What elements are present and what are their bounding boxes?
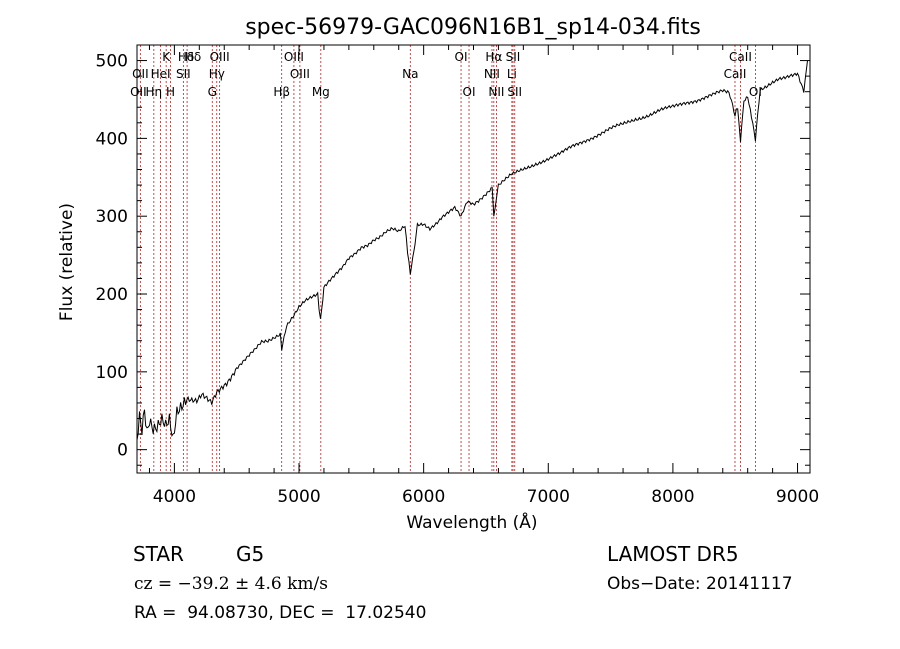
line-marker-label: Hγ [209,67,225,81]
line-marker-label: SII [507,85,522,99]
x-tick-label: 6000 [402,487,445,507]
line-marker-label: OIII [210,50,230,64]
line-marker-label: Hδ [178,50,194,64]
marker-labels: Hδ K Hδ OIII OIII OI Hα SII CaII OII HeI SII Hγ OIII N… [130,50,762,99]
subclass: G5 [236,542,265,566]
line-marker-label: SII [176,67,191,81]
object-class: STAR [133,542,184,566]
line-marker-label: H [166,85,175,99]
x-tick-label: 4000 [153,487,196,507]
y-tick-label: 500 [96,52,128,72]
y-tick-label: 400 [96,129,128,149]
x-axis: 4000 5000 6000 7000 8000 9000 [148,45,819,507]
x-tick-label: 9000 [776,487,819,507]
y-axis: 0 100 200 300 400 500 [96,44,810,466]
redshift-text: cz = −39.2 ± 4.6 km/s [134,574,328,594]
line-marker-label: NII [484,67,500,81]
line-marker-label: Hη [146,85,163,99]
line-marker-label: OI [463,85,476,99]
coordinates-text: RA = 94.08730, DEC = 17.02540 [134,603,427,623]
x-tick-label: 8000 [651,487,694,507]
line-marker-label: CaII [729,50,752,64]
y-tick-label: 300 [96,207,128,227]
line-marker-label: K [162,50,171,64]
line-marker-label: Na [402,67,418,81]
line-marker-label: Hδ [185,50,201,64]
x-tick-label: 5000 [277,487,320,507]
y-axis-label: Flux (relative) [57,203,77,321]
line-marker-label: HeI [151,67,171,81]
line-marker-label: OIII [284,50,304,64]
x-tick-label: 7000 [527,487,570,507]
line-marker-label: OIII [290,67,310,81]
survey-name: LAMOST DR5 [607,542,739,566]
obs-date: Obs−Date: 20141117 [607,574,793,594]
y-tick-label: 200 [96,285,128,305]
y-tick-label: 100 [96,363,128,383]
line-marker-label: OII [132,67,149,81]
line-marker-label: OI [749,85,762,99]
x-axis-label: Wavelength (Å) [406,511,537,533]
line-marker-label: G [208,85,217,99]
plot-frame [136,44,811,474]
spectrum-line [136,60,808,441]
line-marker-label: CaII [724,67,747,81]
line-marker-label: Hα [485,50,502,64]
line-marker-label: Hβ [273,85,290,99]
y-tick-label: 0 [117,441,128,461]
line-marker-label: NII [488,85,504,99]
chart-title: spec-56979-GAC096N16B1_sp14-034.fits [245,15,701,40]
line-marker-label: Mg [312,85,330,99]
line-marker-label: OI [455,50,468,64]
line-marker-label: SII [506,50,521,64]
line-marker-label: Li [507,67,517,81]
